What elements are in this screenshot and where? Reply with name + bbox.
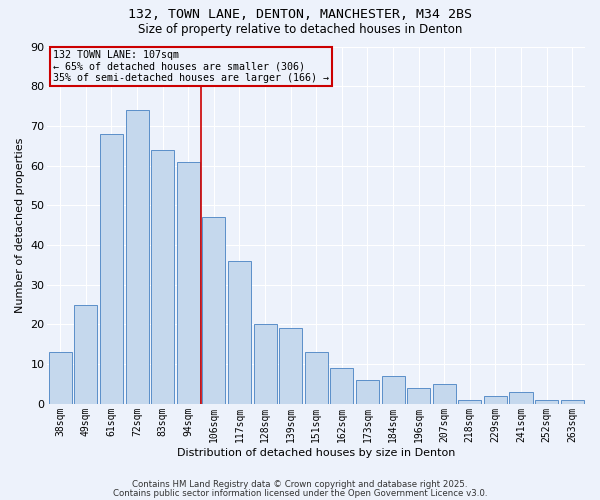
Text: 132 TOWN LANE: 107sqm
← 65% of detached houses are smaller (306)
35% of semi-det: 132 TOWN LANE: 107sqm ← 65% of detached …	[53, 50, 329, 84]
Text: Size of property relative to detached houses in Denton: Size of property relative to detached ho…	[138, 22, 462, 36]
Bar	[356, 380, 379, 404]
Bar	[407, 388, 430, 404]
Bar	[458, 400, 481, 404]
Bar	[202, 218, 226, 404]
Bar	[560, 400, 584, 404]
Bar	[228, 261, 251, 404]
Bar	[331, 368, 353, 404]
Bar	[100, 134, 123, 404]
Bar	[535, 400, 558, 404]
Bar	[74, 304, 97, 404]
Bar	[49, 352, 72, 404]
X-axis label: Distribution of detached houses by size in Denton: Distribution of detached houses by size …	[177, 448, 455, 458]
Bar	[382, 376, 404, 404]
Bar	[125, 110, 149, 404]
Y-axis label: Number of detached properties: Number of detached properties	[15, 138, 25, 313]
Bar	[433, 384, 456, 404]
Text: Contains HM Land Registry data © Crown copyright and database right 2025.: Contains HM Land Registry data © Crown c…	[132, 480, 468, 489]
Text: Contains public sector information licensed under the Open Government Licence v3: Contains public sector information licen…	[113, 489, 487, 498]
Text: 132, TOWN LANE, DENTON, MANCHESTER, M34 2BS: 132, TOWN LANE, DENTON, MANCHESTER, M34 …	[128, 8, 472, 20]
Bar	[254, 324, 277, 404]
Bar	[279, 328, 302, 404]
Bar	[509, 392, 533, 404]
Bar	[151, 150, 174, 404]
Bar	[305, 352, 328, 404]
Bar	[177, 162, 200, 404]
Bar	[484, 396, 507, 404]
